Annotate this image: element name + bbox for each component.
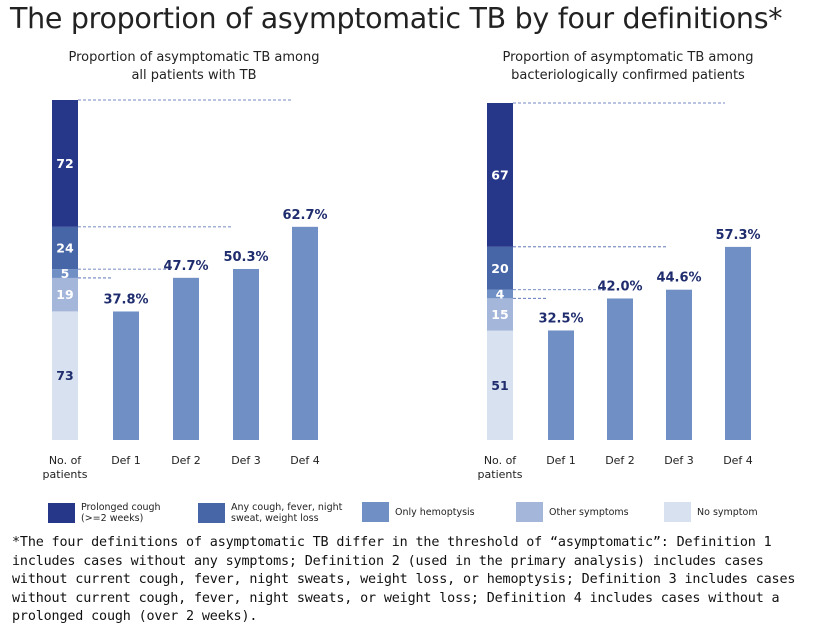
stack-segment-label: 20: [491, 261, 509, 276]
data-label: 50.3%: [223, 250, 268, 265]
bar-def-4: [725, 246, 751, 440]
chart-panel-1: 51 15 4 20 67 32.5% 42.0% 44.6% 57.3% No. of patie…: [478, 102, 761, 481]
data-label: 44.6%: [656, 271, 701, 286]
bar-def-1: [548, 330, 574, 440]
stack-segment-no-symptom: [487, 330, 513, 440]
stack-segment-label: 15: [491, 307, 508, 322]
legend-label: Only hemoptysis: [395, 506, 475, 518]
legend-label: Prolonged cough (>=2 weeks): [81, 502, 161, 524]
category-label: Def 4: [723, 454, 753, 467]
panel-title-all-patients: Proportion of asymptomatic TB among all …: [68, 50, 320, 83]
legend: Prolonged cough (>=2 weeks) Any cough, f…: [0, 502, 819, 532]
data-label: 42.0%: [597, 279, 642, 294]
bar-def-1: [113, 311, 139, 440]
stack-segment-no-symptom: [52, 311, 78, 440]
category-label: Def 4: [290, 454, 320, 467]
stack-segment-only-hemoptysis: [487, 289, 513, 299]
category-label: Def 1: [111, 454, 141, 467]
data-label: 62.7%: [282, 208, 327, 223]
stack-segment-other-symptoms: [487, 298, 513, 331]
bar-def-2: [173, 277, 199, 440]
legend-item-other-symptoms: Other symptoms: [516, 502, 629, 522]
legend-item-any-cough: Any cough, fever, night sweat, weight lo…: [198, 502, 342, 524]
legend-swatch: [664, 502, 691, 522]
category-label: Def 1: [546, 454, 576, 467]
legend-swatch: [198, 503, 225, 523]
category-label: Def 2: [605, 454, 635, 467]
chart-title: The proportion of asymptomatic TB by fou…: [10, 2, 783, 35]
stack-segment-label: 4: [496, 287, 505, 302]
bar-def-3: [666, 289, 692, 440]
stack-segment-any-cough: [52, 226, 78, 270]
chart-panel-0: 73 19 5 24 72 37.8% 47.7% 50.3% 62.7% No. of patie…: [43, 99, 328, 481]
stack-segment-label: 24: [56, 240, 74, 255]
data-label: 57.3%: [715, 228, 760, 243]
stack-segment-label: 19: [56, 287, 73, 302]
category-label: Def 2: [171, 454, 201, 467]
data-label: 47.7%: [163, 259, 208, 274]
bar-def-2: [607, 298, 633, 440]
bar-def-4: [292, 226, 318, 440]
stack-segment-other-symptoms: [52, 277, 78, 312]
legend-item-no-symptom: No symptom: [664, 502, 758, 522]
legend-swatch: [516, 502, 543, 522]
category-label: Def 3: [664, 454, 694, 467]
legend-label: No symptom: [697, 506, 758, 518]
stack-segment-label: 73: [56, 368, 73, 383]
stack-segment-label: 51: [491, 378, 508, 393]
legend-label: Any cough, fever, night sweat, weight lo…: [231, 502, 343, 524]
legend-swatch: [362, 502, 389, 522]
stack-segment-label: 72: [56, 156, 73, 171]
stack-segment-only-hemoptysis: [52, 269, 78, 278]
legend-swatch: [48, 503, 75, 523]
category-label: No. of patients: [43, 454, 88, 481]
panel-title-confirmed-patients: Proportion of asymptomatic TB among bact…: [502, 50, 754, 83]
legend-item-only-hemoptysis: Only hemoptysis: [362, 502, 475, 522]
stack-segment-prolonged-cough: [487, 103, 513, 247]
footnote: *The four definitions of asymptomatic TB…: [12, 535, 796, 625]
legend-item-prolonged-cough: Prolonged cough (>=2 weeks): [48, 502, 161, 524]
category-label: Def 3: [231, 454, 261, 467]
legend-label: Other symptoms: [549, 506, 629, 518]
stack-segment-prolonged-cough: [52, 100, 78, 227]
data-label: 37.8%: [103, 292, 148, 307]
stack-segment-any-cough: [487, 246, 513, 290]
category-label: No. of patients: [478, 454, 523, 481]
stack-segment-label: 67: [491, 167, 508, 182]
data-label: 32.5%: [538, 311, 583, 326]
bar-def-3: [233, 268, 259, 440]
charts-area: 73 19 5 24 72 37.8% 47.7% 50.3% 62.7% No. of patie…: [43, 99, 761, 481]
stack-segment-label: 5: [61, 266, 70, 281]
